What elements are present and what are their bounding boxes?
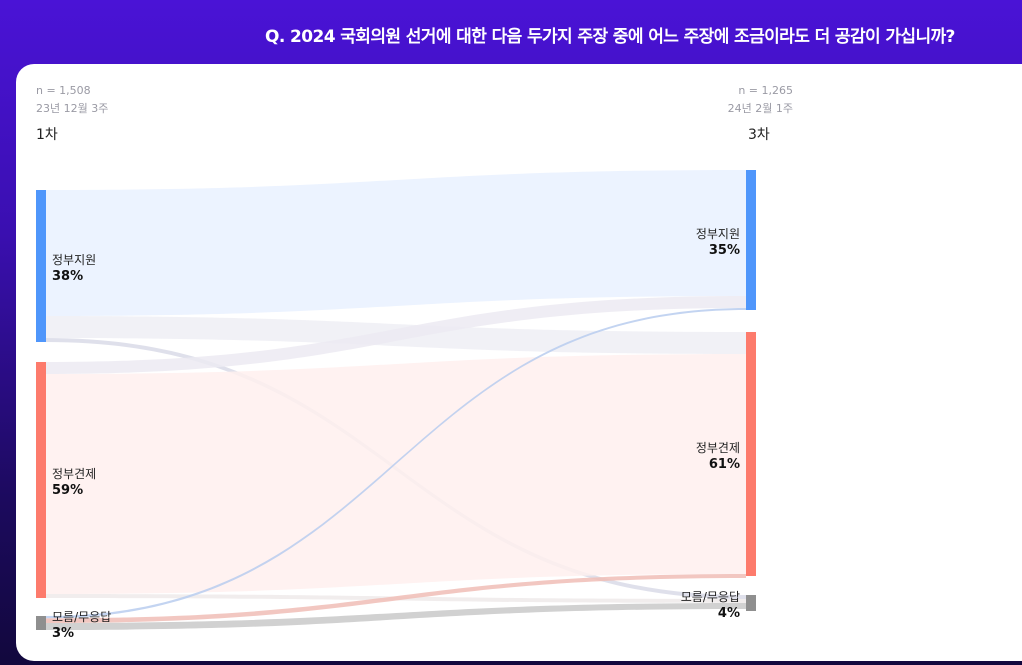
- flow-layer: [46, 170, 746, 630]
- left-sample-size: n = 1,508: [36, 84, 91, 97]
- flow-L_check-to-R_check: [46, 354, 746, 594]
- right-node-label: 모름/무응답: [681, 590, 740, 604]
- left-node-bar-L_check: [36, 362, 46, 598]
- right-sample-size: n = 1,265: [738, 84, 793, 97]
- right-node-bar-R_support: [746, 170, 756, 310]
- right-wave-meta: n = 1,265 24년 2월 1주: [716, 82, 793, 118]
- survey-question: Q. 2024 국회의원 선거에 대한 다음 두가지 주장 중에 어느 주장에 …: [265, 27, 955, 47]
- right-node-bar-R_check: [746, 332, 756, 576]
- flow-L_unknown-to-R_unknown: [46, 603, 746, 630]
- flow-L_unknown-to-R_support: [46, 308, 746, 619]
- right-node-label: 정부견제: [696, 441, 740, 455]
- node-layer: [36, 170, 756, 630]
- sankey-chart: 정부지원 38% 정부견제 59% 모름/무응답 3% 정부지원 35% 정부견제 61% 모름/무…: [36, 170, 756, 641]
- left-wave-label: 1차: [36, 127, 58, 143]
- left-survey-date: 23년 12월 3주: [36, 102, 109, 115]
- right-node-bar-R_unknown: [746, 595, 756, 611]
- left-node-bar-L_unknown: [36, 616, 46, 630]
- right-node-label: 정부지원: [696, 227, 740, 241]
- flow-L_unknown-to-R_check: [46, 574, 746, 623]
- label-layer: 정부지원 38% 정부견제 59% 모름/무응답 3% 정부지원 35% 정부견제 61% 모름/무…: [52, 227, 740, 641]
- left-node-value: 59%: [52, 483, 83, 498]
- right-node-value: 61%: [709, 457, 740, 472]
- right-node-value: 35%: [709, 243, 740, 258]
- right-survey-date: 24년 2월 1주: [727, 102, 793, 115]
- left-node-label: 정부견제: [52, 467, 96, 481]
- left-node-bar-L_support: [36, 190, 46, 342]
- left-wave-meta: n = 1,508 23년 12월 3주: [36, 82, 108, 118]
- flow-L_check-to-R_support: [46, 296, 746, 374]
- left-node-label: 모름/무응답: [52, 610, 111, 624]
- left-node-label: 정부지원: [52, 253, 96, 267]
- right-wave-label: 3차: [748, 127, 770, 143]
- chart-card: n = 1,508 23년 12월 3주 1차 n = 1,265 24년 2월…: [16, 64, 1022, 661]
- left-node-value: 3%: [52, 626, 74, 641]
- flow-L_support-to-R_support: [46, 170, 746, 316]
- right-node-value: 4%: [718, 606, 740, 621]
- left-node-value: 38%: [52, 269, 83, 284]
